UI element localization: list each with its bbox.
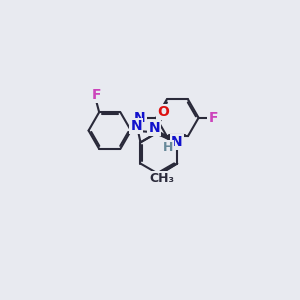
Text: N: N — [148, 121, 160, 135]
Text: CH₃: CH₃ — [149, 172, 174, 185]
Text: N: N — [171, 135, 182, 149]
Text: H: H — [163, 141, 173, 154]
Text: N: N — [130, 119, 142, 133]
Text: F: F — [208, 111, 218, 125]
Text: N: N — [134, 111, 146, 125]
Text: F: F — [92, 88, 101, 101]
Text: O: O — [157, 105, 169, 119]
